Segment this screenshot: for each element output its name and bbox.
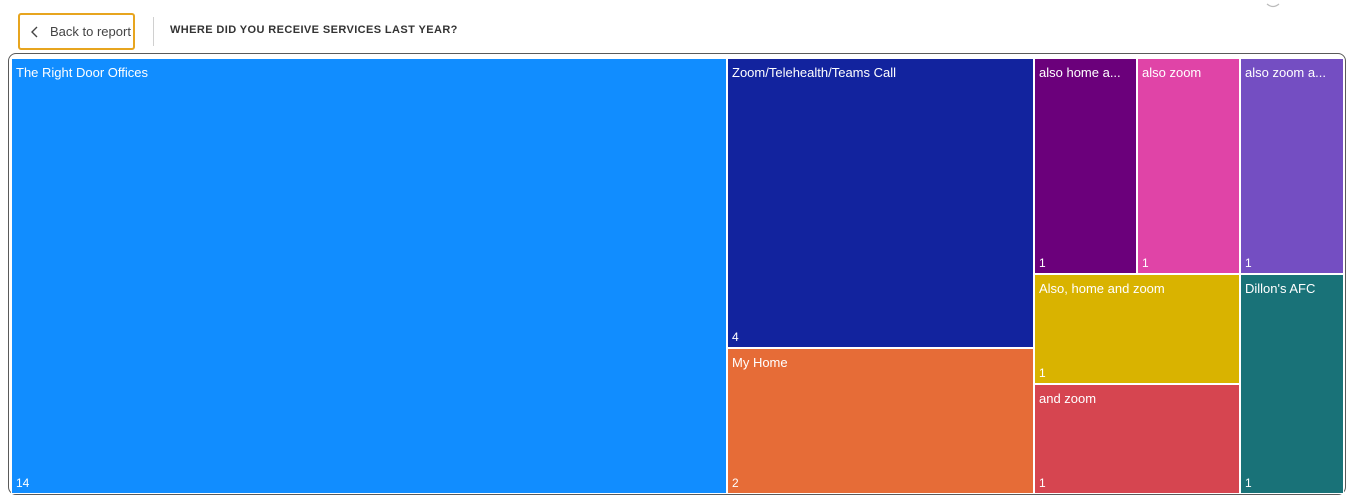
treemap-tile-value: 1 <box>1245 476 1252 490</box>
treemap-tile-label: Also, home and zoom <box>1039 281 1165 296</box>
treemap-tile-label: and zoom <box>1039 391 1097 406</box>
treemap-tile-label: also zoom <box>1142 65 1202 80</box>
treemap-tile-value: 1 <box>1039 476 1046 490</box>
treemap-tile[interactable]: Also, home and zoom 1 <box>1034 274 1240 384</box>
header-bar: Back to report WHERE DID YOU RECEIVE SER… <box>0 0 1351 56</box>
resize-hint-icon <box>1266 3 1280 8</box>
treemap-chart: The Right Door Offices 14 Zoom/Telehealth/… <box>11 58 1344 494</box>
treemap-tile-label: My Home <box>732 355 788 370</box>
treemap-tile[interactable]: My Home 2 <box>727 348 1034 494</box>
treemap-tile-label: The Right Door Offices <box>16 65 148 80</box>
treemap-tile-value: 2 <box>732 476 739 490</box>
treemap-tile-value: 4 <box>732 330 739 344</box>
treemap-tile[interactable]: and zoom 1 <box>1034 384 1240 494</box>
chevron-left-icon <box>26 23 44 41</box>
treemap-tile-label: also zoom a... <box>1245 65 1326 80</box>
page-title: WHERE DID YOU RECEIVE SERVICES LAST YEAR… <box>170 24 458 36</box>
treemap-tile-value: 14 <box>16 476 30 490</box>
treemap-tile-label: also home a... <box>1039 65 1121 80</box>
treemap-tile[interactable]: Zoom/Telehealth/Teams Call 4 <box>727 58 1034 348</box>
treemap-tile-value: 1 <box>1245 256 1252 270</box>
treemap-tile-value: 1 <box>1142 256 1149 270</box>
treemap-tile-value: 1 <box>1039 366 1046 380</box>
treemap-tile-value: 1 <box>1039 256 1046 270</box>
treemap-tile[interactable]: The Right Door Offices 14 <box>11 58 727 494</box>
treemap-tile-label: Dillon's AFC <box>1245 281 1316 296</box>
header-divider <box>153 17 154 46</box>
treemap-tile[interactable]: also zoom a... 1 <box>1240 58 1344 274</box>
treemap-tile[interactable]: also zoom 1 <box>1137 58 1240 274</box>
back-to-report-button[interactable]: Back to report <box>18 13 135 50</box>
treemap-tile-label: Zoom/Telehealth/Teams Call <box>732 65 897 80</box>
treemap-tile[interactable]: Dillon's AFC 1 <box>1240 274 1344 494</box>
back-button-label: Back to report <box>50 24 131 39</box>
treemap-tile[interactable]: also home a... 1 <box>1034 58 1137 274</box>
